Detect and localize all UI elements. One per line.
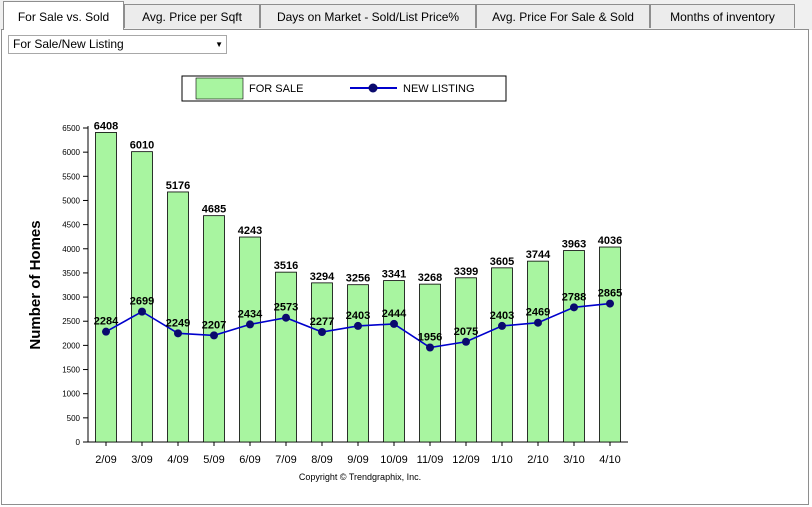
tab-for-sale-vs-sold[interactable]: For Sale vs. Sold xyxy=(3,1,124,30)
tab-avg-price-per-sqft[interactable]: Avg. Price per Sqft xyxy=(124,4,260,28)
tab-days-on-market[interactable]: Days on Market - Sold/List Price% xyxy=(260,4,476,28)
series-selector-value: For Sale/New Listing xyxy=(13,37,124,51)
tab-avg-price-for-sale-sold[interactable]: Avg. Price For Sale & Sold xyxy=(476,4,650,28)
tab-bar: For Sale vs. Sold Avg. Price per Sqft Da… xyxy=(0,0,812,30)
series-selector[interactable]: For Sale/New Listing ▼ xyxy=(8,35,227,54)
tab-months-of-inventory[interactable]: Months of inventory xyxy=(650,4,795,28)
chart-panel xyxy=(1,29,809,505)
dropdown-arrow-icon[interactable]: ▼ xyxy=(215,40,223,49)
